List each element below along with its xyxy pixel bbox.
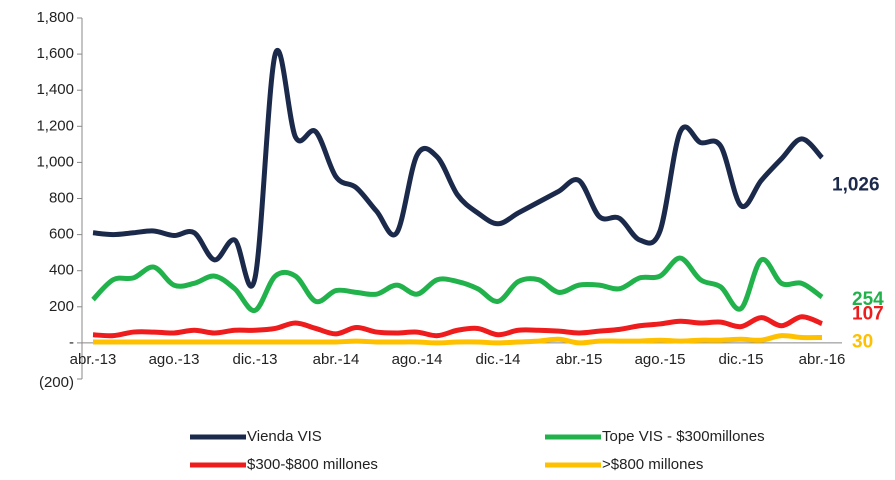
x-tick-label: abr.-14 bbox=[313, 351, 360, 368]
series-line bbox=[93, 333, 823, 346]
y-tick-label: (200) bbox=[39, 374, 74, 391]
y-tick-label: 1,800 bbox=[36, 9, 74, 26]
y-tick-label: 1,600 bbox=[36, 45, 74, 62]
x-tick-label: abr.-16 bbox=[799, 351, 846, 368]
y-tick-label: 1,000 bbox=[36, 153, 74, 170]
end-label: 30 bbox=[852, 332, 873, 353]
end-label: 107 bbox=[852, 304, 884, 325]
y-tick-label: 200 bbox=[49, 298, 74, 315]
x-tick-label: dic.-14 bbox=[475, 351, 520, 368]
y-tick-label: 400 bbox=[49, 262, 74, 279]
x-tick-label: ago.-13 bbox=[149, 351, 200, 368]
y-tick-label: 600 bbox=[49, 226, 74, 243]
x-tick-label: dic.-13 bbox=[232, 351, 277, 368]
y-tick-label: 1,200 bbox=[36, 117, 74, 134]
series-line bbox=[91, 255, 824, 313]
y-tick-label: - bbox=[69, 334, 74, 351]
y-tick-label: 800 bbox=[49, 189, 74, 206]
legend-label: >$800 millones bbox=[602, 456, 703, 473]
x-tick-label: abr.-13 bbox=[70, 351, 117, 368]
y-tick-label: 1,400 bbox=[36, 81, 74, 98]
end-label: 254 bbox=[852, 289, 884, 310]
x-tick-label: abr.-15 bbox=[556, 351, 603, 368]
legend-label: $300-$800 millones bbox=[247, 456, 378, 473]
x-tick-label: ago.-14 bbox=[392, 351, 443, 368]
end-label: 1,026 bbox=[832, 175, 880, 196]
x-tick-label: dic.-15 bbox=[718, 351, 763, 368]
series-line bbox=[92, 314, 823, 339]
legend-label: Tope VIS - $300millones bbox=[602, 428, 765, 445]
legend-label: Vienda VIS bbox=[247, 428, 322, 445]
series-line bbox=[92, 48, 824, 289]
x-tick-label: ago.-15 bbox=[635, 351, 686, 368]
